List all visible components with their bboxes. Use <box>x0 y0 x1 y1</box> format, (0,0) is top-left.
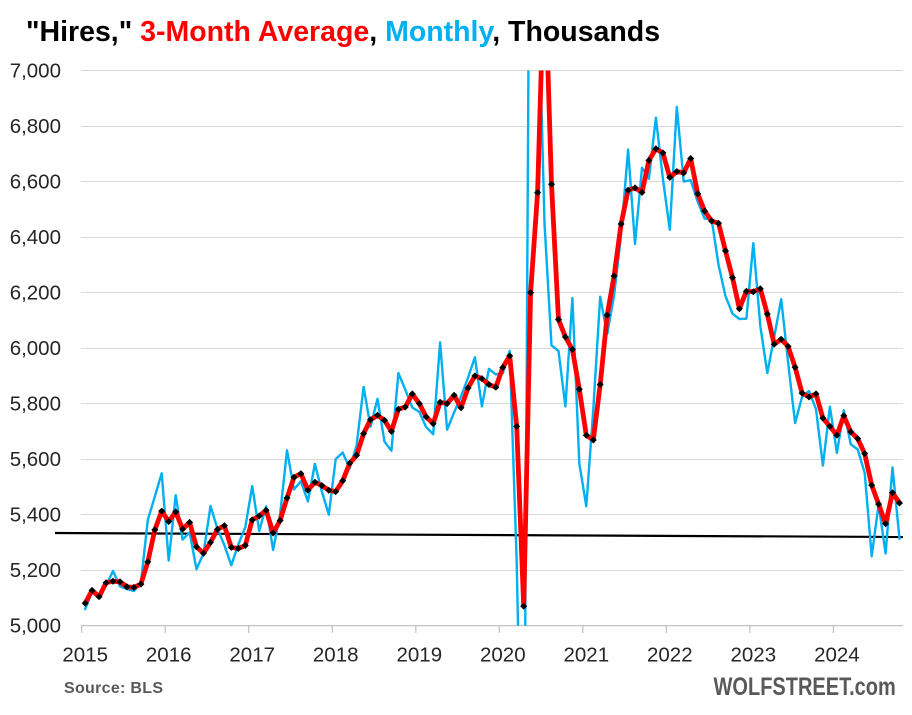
svg-text:6,800: 6,800 <box>10 115 61 138</box>
svg-text:2015: 2015 <box>62 644 108 667</box>
svg-text:2020: 2020 <box>480 644 526 667</box>
svg-text:6,000: 6,000 <box>10 337 61 360</box>
svg-text:6,200: 6,200 <box>10 282 61 305</box>
svg-text:2018: 2018 <box>313 644 359 667</box>
svg-text:2021: 2021 <box>563 644 609 667</box>
svg-text:7,000: 7,000 <box>10 60 61 83</box>
svg-text:5,400: 5,400 <box>10 504 61 527</box>
svg-text:2016: 2016 <box>146 644 192 667</box>
svg-text:6,400: 6,400 <box>10 226 61 249</box>
svg-text:2024: 2024 <box>814 644 860 667</box>
svg-text:6,600: 6,600 <box>10 171 61 194</box>
svg-text:2023: 2023 <box>730 644 776 667</box>
svg-text:5,000: 5,000 <box>10 615 61 638</box>
svg-text:5,800: 5,800 <box>10 393 61 416</box>
svg-text:5,600: 5,600 <box>10 448 61 471</box>
svg-text:2019: 2019 <box>396 644 442 667</box>
svg-text:2022: 2022 <box>647 644 693 667</box>
svg-text:2017: 2017 <box>229 644 275 667</box>
svg-text:5,200: 5,200 <box>10 559 61 582</box>
